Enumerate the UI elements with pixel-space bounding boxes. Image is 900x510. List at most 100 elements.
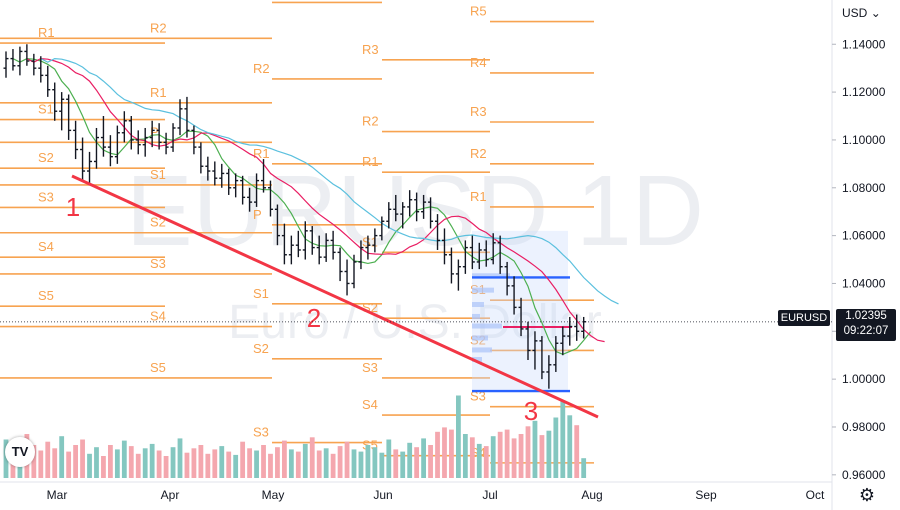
ohlc-bar[interactable] [358,240,364,270]
ohlc-bar[interactable] [497,235,503,274]
ohlc-bar[interactable] [344,259,350,296]
ohlc-bar[interactable] [323,233,329,262]
volume-bar [365,445,371,478]
ohlc-bar[interactable] [128,116,134,150]
ohlc-bar[interactable] [233,173,239,198]
ohlc-bar[interactable] [309,226,315,255]
pivot-level-label: R2 [253,61,270,76]
ohlc-bar[interactable] [316,235,322,265]
ohlc-bar[interactable] [295,230,301,258]
ohlc-bar[interactable] [254,173,260,207]
gear-icon[interactable]: ⚙ [858,485,876,505]
ohlc-bar[interactable] [407,190,413,217]
ohlc-bar[interactable] [156,123,162,150]
ohlc-bar[interactable] [337,247,343,282]
ohlc-bar[interactable] [10,49,16,71]
ohlc-bar[interactable] [379,216,385,241]
currency-selector[interactable]: USD ⌄ [842,6,881,20]
ohlc-bar[interactable] [462,240,468,274]
ohlc-bar[interactable] [135,130,141,155]
volume-profile-bar [472,313,480,319]
ohlc-bar[interactable] [414,192,420,222]
trendline[interactable] [71,174,599,419]
ohlc-bar[interactable] [247,187,253,212]
ohlc-bar[interactable] [546,355,552,389]
ohlc-bar[interactable] [539,336,545,380]
ohlc-bar[interactable] [448,247,454,284]
ohlc-bar[interactable] [73,120,79,160]
ohlc-bar[interactable] [31,53,37,76]
ohlc-bar[interactable] [3,51,9,78]
ohlc-bar[interactable] [212,161,218,186]
tradingview-logo-icon[interactable]: TV [5,437,35,467]
ohlc-bar[interactable] [114,125,120,164]
ohlc-bar[interactable] [45,65,51,97]
volume-bar [337,446,343,478]
ohlc-bar[interactable] [59,92,65,131]
ohlc-bar[interactable] [490,233,496,265]
ohlc-bar[interactable] [302,221,308,260]
ohlc-bar[interactable] [553,336,559,372]
x-tick-label: May [262,488,285,502]
ohlc-bar[interactable] [288,235,294,265]
ohlc-bar[interactable] [476,242,482,270]
ohlc-bar[interactable] [518,297,524,337]
ohlc-bar[interactable] [226,168,232,195]
ohlc-bar[interactable] [107,135,113,167]
ohlc-bar[interactable] [393,194,399,222]
ohlc-bar[interactable] [428,197,434,229]
volume-bar [108,445,113,478]
ohlc-bar[interactable] [567,316,573,346]
ohlc-bar[interactable] [532,331,538,370]
ohlc-bar[interactable] [177,99,183,136]
ohlc-bar[interactable] [274,204,280,246]
ohlc-bar[interactable] [170,123,176,152]
ohlc-bar[interactable] [330,230,336,260]
ohlc-bar[interactable] [441,228,447,265]
volume-bar [198,445,204,478]
ohlc-bar[interactable] [163,132,169,155]
ohlc-bar[interactable] [400,202,406,229]
ohlc-bar[interactable] [365,235,371,260]
candle-layer[interactable] [3,44,587,389]
volume-bar [275,447,280,478]
ohlc-bar[interactable] [511,276,517,315]
ohlc-bar[interactable] [455,259,461,291]
ohlc-bar[interactable] [421,194,427,219]
ohlc-bar[interactable] [261,159,267,193]
ohlc-bar[interactable] [560,326,566,356]
ohlc-bar[interactable] [351,254,357,289]
trendline-layer[interactable]: 1 2 3 [66,174,599,426]
ohlc-bar[interactable] [435,214,441,250]
ohlc-bar[interactable] [281,223,287,265]
ohlc-bar[interactable] [121,111,127,143]
ohlc-bar[interactable] [525,321,531,361]
ohlc-bar[interactable] [149,120,155,148]
ohlc-bar[interactable] [219,163,225,188]
ohlc-bar[interactable] [504,261,510,296]
ohlc-bar[interactable] [184,96,190,138]
ohlc-bar[interactable] [93,127,99,169]
ohlc-bar[interactable] [52,82,58,121]
ohlc-bar[interactable] [386,202,392,229]
ohlc-bar[interactable] [372,228,378,253]
y-tick-label: 1.04000 [842,276,886,290]
ohlc-bar[interactable] [24,44,30,66]
ohlc-bar[interactable] [191,125,197,155]
ohlc-bar[interactable] [574,314,580,341]
ohlc-bar[interactable] [205,156,211,181]
ohlc-bar[interactable] [66,94,72,140]
ohlc-bar[interactable] [38,56,44,83]
ohlc-bar[interactable] [17,46,23,76]
ohlc-bar[interactable] [240,175,246,205]
ohlc-bar[interactable] [142,127,148,157]
ohlc-bar[interactable] [80,137,86,181]
ohlc-bar[interactable] [267,180,273,217]
ohlc-bar[interactable] [198,142,204,174]
ohlc-bar[interactable] [469,235,475,270]
ohlc-bar[interactable] [483,240,489,267]
ohlc-bar[interactable] [100,116,106,157]
ohlc-bar[interactable] [87,151,93,186]
volume-bar [372,447,378,478]
